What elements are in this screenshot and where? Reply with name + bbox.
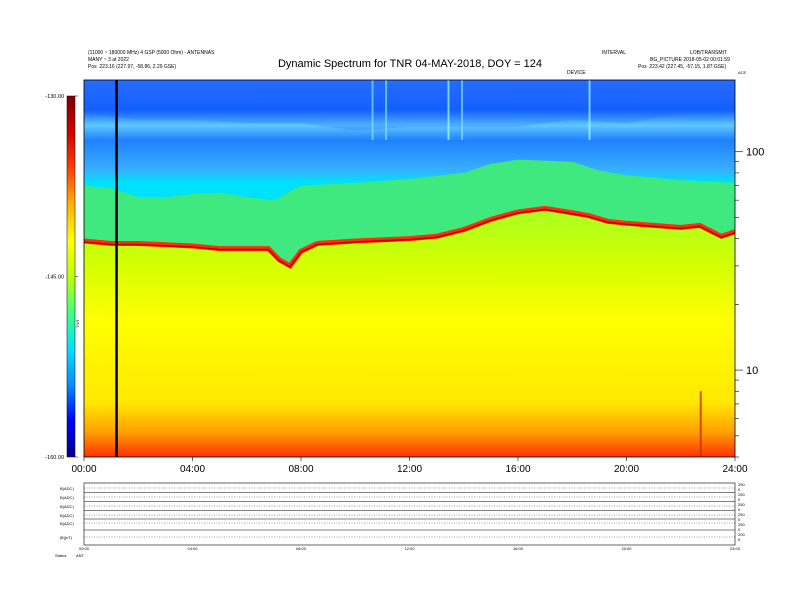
lower-x-tick-label: 24:00: [730, 546, 741, 551]
plasma-line: [84, 205, 735, 270]
plasma-line-core: [84, 208, 735, 268]
lower-x-tick-label: 04:00: [187, 546, 198, 551]
lower-right-tick: 250: [738, 512, 745, 517]
lower-x-tick-label: 08:00: [296, 546, 307, 551]
pos-label-right: Pos: [638, 64, 647, 70]
lower-right-tick: 200: [738, 532, 745, 537]
lower-panel-frame: [83, 482, 736, 546]
pos-value-left: 223.16 (227.97, -58.86, 2.29 GSE): [99, 64, 177, 70]
header-center-tag: DEVICE: [567, 70, 586, 76]
lower-x-tick-label: 12:00: [404, 546, 415, 551]
streak: [371, 80, 374, 140]
footer-value: ANT: [76, 553, 85, 558]
lower-right-tick: 0: [738, 507, 741, 512]
lower-right-tick: 250: [738, 502, 745, 507]
x-tick-label: 24:00: [722, 464, 747, 475]
x-tick-label: 12:00: [397, 464, 422, 475]
colorbar-tick-label: -145.00: [45, 275, 64, 281]
y-axis-ticks-right: 10 100: [735, 147, 764, 458]
x-axis-ticks: 00:00 04:00 08:00 12:00 16:00 20:00 24:00: [71, 457, 748, 475]
header-right-line2: BG_PICTURE 2018-05-02 00:01:59: [650, 57, 730, 63]
vertical-streaks: [84, 80, 735, 457]
colorbar-label: TNR: [75, 320, 80, 328]
colorbar-tick-label: -130.00: [45, 94, 64, 100]
lower-right-tick: 250: [738, 492, 745, 497]
streak: [588, 80, 591, 140]
colorbar: [66, 95, 76, 458]
header-left-line2: MANY ~ 3 at 2022: [88, 57, 129, 63]
row-label: B(ADC): [60, 521, 74, 526]
y-tick-label: 10: [746, 365, 758, 377]
lower-x-tick-label: 00:00: [79, 546, 90, 551]
lower-right-tick: 0: [738, 487, 741, 492]
colorbar-tick-label: -160.00: [45, 455, 64, 461]
row-label: B(ADC): [60, 504, 74, 509]
y-tick-label: 100: [746, 147, 764, 159]
x-tick-label: 00:00: [71, 464, 96, 475]
lower-x-tick-label: 16:00: [513, 546, 524, 551]
pos-label-left: Pos: [88, 64, 97, 70]
lower-x-tick-label: 20:00: [621, 546, 632, 551]
lower-right-tick: 0: [738, 537, 741, 542]
streak: [447, 80, 450, 140]
chart-title: Dynamic Spectrum for TNR 04-MAY-2018, DO…: [277, 58, 542, 70]
lower-right-tick: 0: [738, 527, 741, 532]
right-top-label: ACE: [738, 70, 747, 75]
colorbar-ticks: -130.00 -145.00 -160.00: [45, 94, 78, 461]
pos-value-right: 223.42 (227.45, -57.15, 1.87 GSE): [649, 64, 727, 70]
x-tick-label: 08:00: [288, 464, 313, 475]
x-tick-label: 20:00: [614, 464, 639, 475]
header-left-line3: Pos 223.16 (227.97, -58.86, 2.29 GSE): [88, 64, 176, 70]
streak: [385, 80, 388, 140]
row-label: |B|(nT): [60, 535, 73, 540]
lower-right-tick: 0: [738, 497, 741, 502]
lower-panel: B(ADC) B(ADC) B(ADC) B(ADC) B(ADC) |B|(nT) 250…: [55, 482, 745, 558]
blue-upper-band: [84, 80, 735, 131]
x-tick-label: 04:00: [180, 464, 205, 475]
header-mid-right-line1: INTERVAL: [602, 50, 626, 56]
low-frequency-region: [84, 208, 735, 457]
header-left-line1: (11000 ~ 180000 MHz) 4 GSP (5000 Ohm) - …: [88, 50, 215, 56]
header-right-line1: LOB/TRANSMIT: [690, 50, 727, 56]
x-tick-label: 16:00: [505, 464, 530, 475]
lower-right-tick: 0: [738, 517, 741, 522]
row-label: B(ADC): [60, 486, 74, 491]
streak: [461, 80, 464, 140]
footer-label: Status: [55, 553, 66, 558]
lower-right-tick: 250: [738, 482, 745, 487]
row-label: B(ADC): [60, 495, 74, 500]
streak: [699, 391, 702, 457]
header-right-line3: Pos 223.42 (227.45, -57.15, 1.87 GSE): [638, 64, 726, 70]
row-label: B(ADC): [60, 513, 74, 518]
lower-right-tick: 250: [738, 522, 745, 527]
